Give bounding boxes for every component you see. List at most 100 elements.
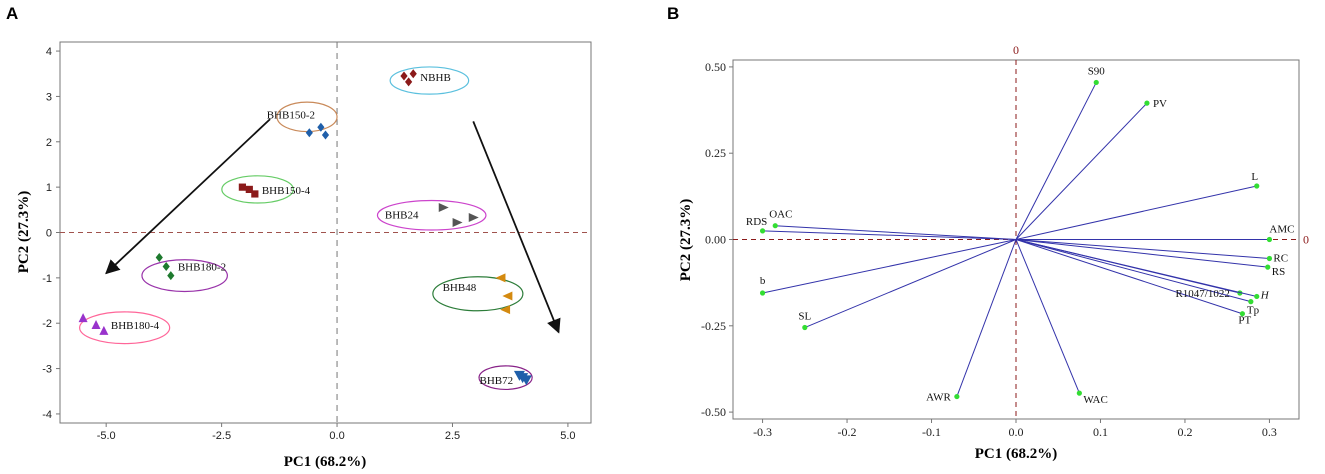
vector-label-pt: PT	[1238, 315, 1251, 327]
ellipse-bhb180-4	[79, 311, 171, 345]
vector-tip-pv	[1144, 100, 1150, 106]
panel-a-group-labels: NBHB BHB150-2 BHB150-4 BHB24 BHB180-2 BHB48 BH…	[111, 72, 513, 387]
vector-label-awr: AWR	[926, 392, 951, 404]
vector-tip-oac	[772, 223, 778, 229]
panel-a-letter: A	[6, 4, 18, 23]
vector-tip-pt	[1239, 311, 1245, 317]
y-tick-label: 0.25	[705, 146, 726, 160]
point-bhb150-4	[251, 190, 259, 198]
panel-b-zero-label-top: 0	[1013, 43, 1019, 57]
vector-tip-s90	[1093, 79, 1099, 86]
panel-a-trend-arrows	[105, 118, 561, 334]
vector-pt	[1015, 239, 1243, 315]
label-bhb150-4: BHB150-4	[262, 185, 311, 197]
point-bhb24	[438, 203, 449, 213]
point-bhb150-2	[305, 128, 313, 138]
point-bhb150-2	[321, 130, 330, 140]
y-tick-label: -3	[42, 364, 52, 376]
x-tick-label: 0.1	[1093, 425, 1108, 439]
panel-b-x-axis-title: PC1 (68.2%)	[975, 446, 1058, 462]
y-tick-label: 0.00	[705, 233, 726, 247]
vector-label-rds: RDS	[746, 216, 767, 228]
vector-tip-awr	[954, 393, 960, 400]
vector-tip-wac	[1076, 390, 1082, 396]
point-bhb150-4	[238, 183, 246, 191]
x-tick-label: -0.1	[922, 425, 941, 439]
panel-a-points	[78, 69, 532, 386]
ellipse-bhb72	[478, 365, 533, 391]
point-bhb180-2	[167, 271, 175, 281]
vector-label-sl: SL	[798, 311, 811, 323]
vector-label-oac: OAC	[769, 209, 792, 221]
vector-label-r1047-1022: R1047/1022	[1175, 288, 1229, 300]
y-tick-label: -1	[42, 273, 52, 285]
x-tick-label: 5.0	[560, 430, 575, 442]
vector-l	[1015, 185, 1257, 240]
vector-tip-l	[1254, 183, 1260, 189]
point-bhb48	[500, 305, 511, 315]
point-bhb72	[517, 373, 529, 384]
vector-tip-rds	[759, 228, 766, 234]
vector-tip-rs	[1265, 264, 1271, 270]
vector-label-s90: S90	[1088, 65, 1106, 77]
vector-rs	[1015, 239, 1268, 268]
vector-tip-rc	[1266, 255, 1273, 262]
vector-pv	[1015, 102, 1148, 240]
vector-sl	[804, 239, 1017, 328]
x-tick-label: 0.2	[1177, 425, 1192, 439]
vector-oac	[775, 225, 1017, 240]
panel-a: A -5.0 -2.5 0.0 2.5 5.0 4 3 2 1 0 -1 -2 -3 -4 NBHB BHB…	[6, 4, 592, 470]
vector-label-pv: PV	[1153, 98, 1167, 110]
vector-awr	[956, 239, 1017, 397]
vector-wac	[1015, 239, 1080, 394]
label-bhb150-2: BHB150-2	[267, 110, 315, 122]
vector-label-h: H	[1260, 289, 1270, 301]
panel-b-letter: B	[667, 4, 679, 23]
y-tick-label: -0.25	[701, 319, 726, 333]
x-tick-label: 0.0	[1009, 425, 1024, 439]
point-bhb24	[468, 213, 479, 223]
ellipse-nbhb	[389, 66, 470, 95]
point-bhb180-4	[99, 325, 109, 335]
point-bhb180-4	[78, 313, 88, 323]
vector-rc	[1015, 239, 1270, 259]
vector-rds	[762, 230, 1017, 240]
y-tick-label: -0.50	[701, 405, 726, 419]
vector-label-rs: RS	[1272, 266, 1285, 278]
vector-s90	[1015, 82, 1097, 240]
point-bhb150-4	[245, 185, 253, 194]
vector-tip-b	[759, 290, 766, 296]
label-bhb24: BHB24	[385, 209, 419, 221]
x-tick-label: 0.3	[1262, 425, 1277, 439]
vector-h	[1015, 239, 1257, 297]
point-bhb150-2	[317, 122, 325, 132]
vector-b	[762, 239, 1017, 294]
panel-a-y-axis-title: PC2 (27.3%)	[16, 191, 32, 274]
y-tick-label: -4	[42, 409, 52, 421]
x-tick-label: -0.3	[753, 425, 772, 439]
point-bhb24	[452, 218, 463, 228]
panel-b: B -0.3 -0.2 -0.1 0.0 0.1 0.2 0.30.500.250.00-0…	[667, 4, 1309, 462]
vector-label-amc: AMC	[1269, 224, 1294, 236]
label-bhb72: BHB72	[480, 375, 514, 387]
panel-b-zero-label-right: 0	[1303, 233, 1309, 247]
point-bhb48	[495, 273, 506, 283]
ellipse-bhb24	[376, 199, 487, 231]
x-tick-label: 0.0	[329, 430, 344, 442]
y-tick-label: 2	[46, 137, 52, 149]
ellipse-bhb180-2	[141, 259, 228, 293]
point-bhb48	[502, 291, 513, 301]
panel-a-x-axis-title: PC1 (68.2%)	[284, 454, 367, 470]
vector-tip-sl	[802, 324, 808, 331]
vector-label-tp: Tp	[1247, 305, 1260, 317]
vector-label-wac: WAC	[1083, 394, 1107, 406]
point-bhb180-4	[91, 319, 101, 329]
point-nbhb	[409, 69, 417, 79]
vector-tp	[1015, 239, 1251, 303]
vector-tip-tp	[1248, 299, 1254, 305]
trend-arrow-2	[472, 121, 561, 334]
panel-a-ticks: -5.0 -2.5 0.0 2.5 5.0 4 3 2 1 0 -1 -2 -3 -4	[42, 46, 575, 442]
ellipse-bhb48	[432, 276, 524, 312]
